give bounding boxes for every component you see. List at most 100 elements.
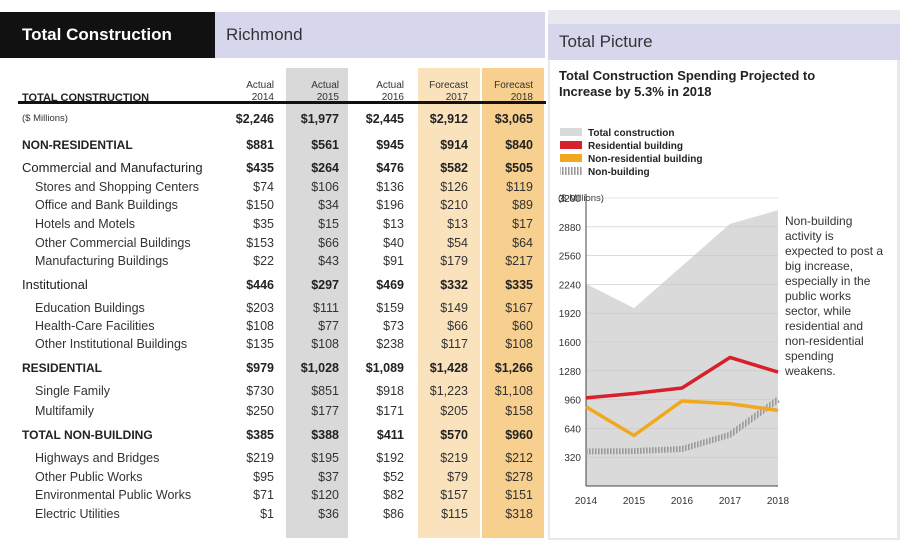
cell-2018: $1,266: [494, 361, 533, 375]
row-label: Office and Bank Buildings: [35, 198, 178, 212]
cell-2017: $219: [440, 451, 468, 465]
column-header-year: 2017: [445, 92, 468, 103]
y-tick-label: 1600: [559, 338, 582, 349]
row-label: Single Family: [35, 384, 111, 398]
right-panel-header: [548, 24, 900, 60]
cell-2018: $212: [505, 451, 533, 465]
legend-swatch-2: [560, 154, 582, 162]
cell-2014: $153: [246, 236, 274, 250]
cell-2016: $2,445: [365, 112, 404, 126]
cell-2018: $318: [505, 507, 533, 521]
y-tick-label: 2240: [559, 280, 582, 291]
cell-2017: $157: [440, 488, 468, 502]
cell-2017: $205: [440, 404, 468, 418]
cell-2017: $115: [441, 507, 468, 521]
cell-2017: $13: [447, 217, 468, 231]
row-label: Commercial and Manufacturing: [22, 160, 203, 175]
cell-2014: $730: [246, 384, 274, 398]
cell-2018: $840: [505, 138, 533, 152]
cell-2018: $335: [505, 278, 533, 292]
column-highlight-2018: [482, 68, 544, 538]
page-title: Total Construction Starts: [0, 12, 215, 90]
row-label: NON-RESIDENTIAL: [22, 138, 133, 152]
cell-2015: $177: [311, 404, 339, 418]
cell-2016: $945: [376, 138, 404, 152]
column-header-year: 2014: [251, 92, 274, 103]
cell-2016: $918: [376, 384, 404, 398]
cell-2015: $108: [311, 337, 339, 351]
cell-2018: $151: [505, 488, 533, 502]
cell-2016: $86: [383, 507, 404, 521]
cell-2016: $40: [383, 236, 404, 250]
table-row: Highways and Bridges $219 $195 $192 $219 $212: [0, 449, 545, 467]
cell-2015: $120: [311, 488, 339, 502]
table-row: ($ Millions) $2,246 $1,977 $2,445 $2,912 $3,0…: [0, 110, 545, 128]
non-building-line: [585, 397, 780, 455]
cell-2018: $89: [512, 198, 533, 212]
table-row: NON-RESIDENTIAL $881 $561 $945 $914 $840: [0, 136, 545, 154]
cell-2014: $35: [253, 217, 274, 231]
table-row: Institutional $446 $297 $469 $332 $335: [0, 276, 545, 294]
cell-2014: $979: [246, 361, 274, 375]
cell-2015: $195: [311, 451, 339, 465]
column-header-year: 2016: [381, 92, 404, 103]
row-label: Institutional: [22, 277, 88, 292]
row-label: Multifamily: [35, 404, 95, 418]
y-tick-label: 960: [564, 396, 581, 407]
cell-2017: $914: [440, 138, 468, 152]
cell-2015: $34: [318, 198, 339, 212]
cell-2018: $505: [505, 161, 533, 175]
x-tick-label: 2018: [767, 496, 790, 507]
cell-2016: $159: [376, 301, 404, 315]
y-tick-label: 2560: [559, 252, 582, 263]
x-tick-label: 2015: [623, 496, 646, 507]
cell-2017: $117: [441, 337, 468, 351]
row-label: Environmental Public Works: [35, 488, 192, 502]
cell-2014: $1: [260, 507, 274, 521]
table-row: Environmental Public Works $71 $120 $82 $157…: [0, 486, 545, 504]
y-axis-label: ($ Millions): [558, 193, 604, 204]
cell-2017: $54: [447, 236, 468, 250]
cell-2015: $43: [318, 254, 339, 268]
cell-2018: $158: [505, 404, 533, 418]
column-highlight-2015: [286, 68, 348, 538]
cell-2018: $3,065: [494, 112, 533, 126]
residential-line: [585, 355, 779, 400]
cell-2016: $136: [376, 180, 404, 194]
row-label: Electric Utilities: [35, 507, 120, 521]
cell-2016: $476: [376, 161, 404, 175]
legend-swatch-0: [560, 128, 582, 136]
column-header-2018: Forecast 2018: [473, 80, 533, 104]
cell-2017: $66: [447, 319, 468, 333]
cell-2016: $192: [376, 451, 404, 465]
table-row: Single Family $730 $851 $918 $1,223 $1,108: [0, 382, 545, 400]
column-header-kind: Forecast: [494, 80, 533, 91]
row-label: Manufacturing Buildings: [35, 254, 169, 268]
row-label: Other Institutional Buildings: [35, 337, 188, 351]
row-label: Other Public Works: [35, 470, 143, 484]
cell-2016: $469: [376, 278, 404, 292]
cell-2015: $297: [311, 278, 339, 292]
table-row: Manufacturing Buildings $22 $43 $91 $179 $217: [0, 252, 545, 270]
cell-2018: $119: [506, 180, 533, 194]
cell-2015: $1,028: [300, 361, 339, 375]
cell-2016: $196: [376, 198, 404, 212]
table-row: Other Public Works $95 $37 $52 $79 $278: [0, 468, 545, 486]
table-row: Commercial and Manufacturing $435 $264 $476…: [0, 159, 545, 177]
table-row: Multifamily $250 $177 $171 $205 $158: [0, 402, 545, 420]
cell-2016: $82: [383, 488, 404, 502]
table-row: Hotels and Motels $35 $15 $13 $13 $17: [0, 215, 545, 233]
cell-2016: $238: [376, 337, 404, 351]
column-header-year: 2018: [510, 92, 533, 103]
table-row: Other Institutional Buildings $135 $108 $23…: [0, 335, 545, 353]
cell-2014: $435: [246, 161, 274, 175]
cell-2015: $15: [318, 217, 339, 231]
table-row: Stores and Shopping Centers $74 $106 $136 $1…: [0, 178, 545, 196]
chart-annotation: Non-building activity is expected to pos…: [785, 214, 884, 378]
cell-2018: $64: [512, 236, 533, 250]
city-name: Richmond: [226, 25, 303, 44]
cell-2015: $388: [311, 428, 339, 442]
cell-2014: $71: [253, 488, 274, 502]
column-header-kind: Actual: [311, 80, 339, 91]
row-label: Education Buildings: [35, 301, 145, 315]
